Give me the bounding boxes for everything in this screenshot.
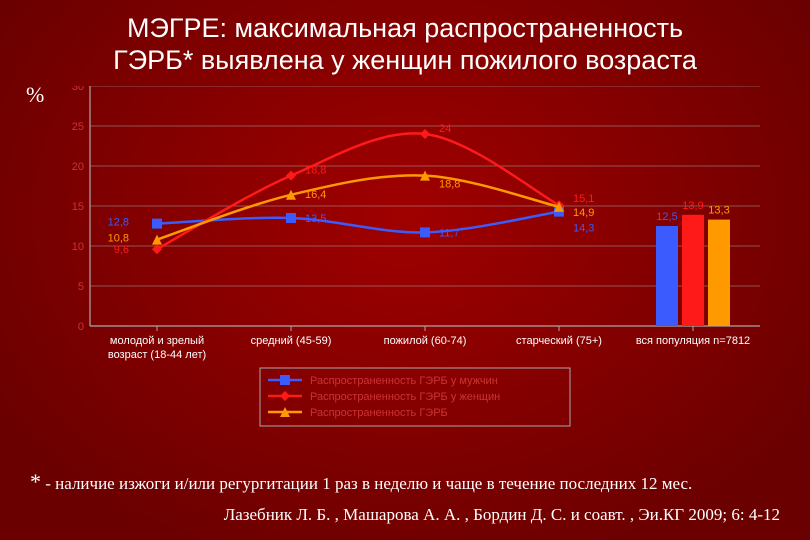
- svg-text:13,3: 13,3: [708, 205, 729, 217]
- chart-title: МЭГРЕ: максимальная распространенность Г…: [0, 12, 810, 77]
- svg-text:16,4: 16,4: [305, 189, 326, 201]
- title-line1: МЭГРЕ: максимальная распространенность: [127, 13, 683, 43]
- svg-text:0: 0: [78, 321, 84, 333]
- svg-text:13,9: 13,9: [682, 200, 703, 212]
- y-axis-label: %: [26, 82, 44, 108]
- svg-text:5: 5: [78, 281, 84, 293]
- svg-text:14,9: 14,9: [573, 207, 594, 219]
- asterisk: *: [30, 469, 41, 494]
- svg-text:Распространенность ГЭРБ у мужч: Распространенность ГЭРБ у мужчин: [310, 375, 498, 387]
- citation-text: Лазебник Л. Б. , Машарова А. А. , Бордин…: [0, 505, 780, 525]
- footnote-text: * - наличие изжоги и/или регургитации 1 …: [30, 469, 692, 495]
- svg-text:9,6: 9,6: [114, 244, 129, 256]
- svg-text:15: 15: [72, 201, 84, 213]
- svg-text:Распространенность ГЭРБ у женщ: Распространенность ГЭРБ у женщин: [310, 391, 500, 403]
- svg-text:11,7: 11,7: [439, 227, 460, 239]
- svg-text:молодой и зрелый: молодой и зрелый: [110, 335, 204, 347]
- svg-text:13,5: 13,5: [305, 213, 326, 225]
- svg-text:пожилой (60-74): пожилой (60-74): [384, 335, 467, 347]
- svg-text:18,8: 18,8: [439, 179, 460, 191]
- svg-text:10,8: 10,8: [108, 233, 129, 245]
- svg-text:старческий (75+): старческий (75+): [516, 335, 602, 347]
- chart-svg: 0 5 10 15 20 25 30 молодой и зрелый возраст (18-…: [60, 86, 780, 456]
- svg-text:12,8: 12,8: [108, 217, 129, 229]
- svg-text:14,3: 14,3: [573, 223, 594, 235]
- svg-text:средний (45-59): средний (45-59): [251, 335, 332, 347]
- title-line2: ГЭРБ* выявлена у женщин пожилого возраст…: [113, 45, 697, 75]
- svg-text:15,1: 15,1: [573, 193, 594, 205]
- svg-text:24: 24: [439, 123, 451, 135]
- svg-text:30: 30: [72, 86, 84, 93]
- svg-text:18,8: 18,8: [305, 165, 326, 177]
- svg-text:Распространенность ГЭРБ: Распространенность ГЭРБ: [310, 407, 448, 419]
- svg-text:20: 20: [72, 161, 84, 173]
- chart-area: 0 5 10 15 20 25 30 молодой и зрелый возраст (18-…: [60, 86, 780, 376]
- footnote-body: - наличие изжоги и/или регургитации 1 ра…: [45, 474, 692, 493]
- svg-text:возраст (18-44 лет): возраст (18-44 лет): [108, 349, 206, 361]
- svg-text:10: 10: [72, 241, 84, 253]
- svg-text:12,5: 12,5: [656, 211, 677, 223]
- svg-text:вся популяция n=7812: вся популяция n=7812: [636, 335, 750, 347]
- svg-text:25: 25: [72, 121, 84, 133]
